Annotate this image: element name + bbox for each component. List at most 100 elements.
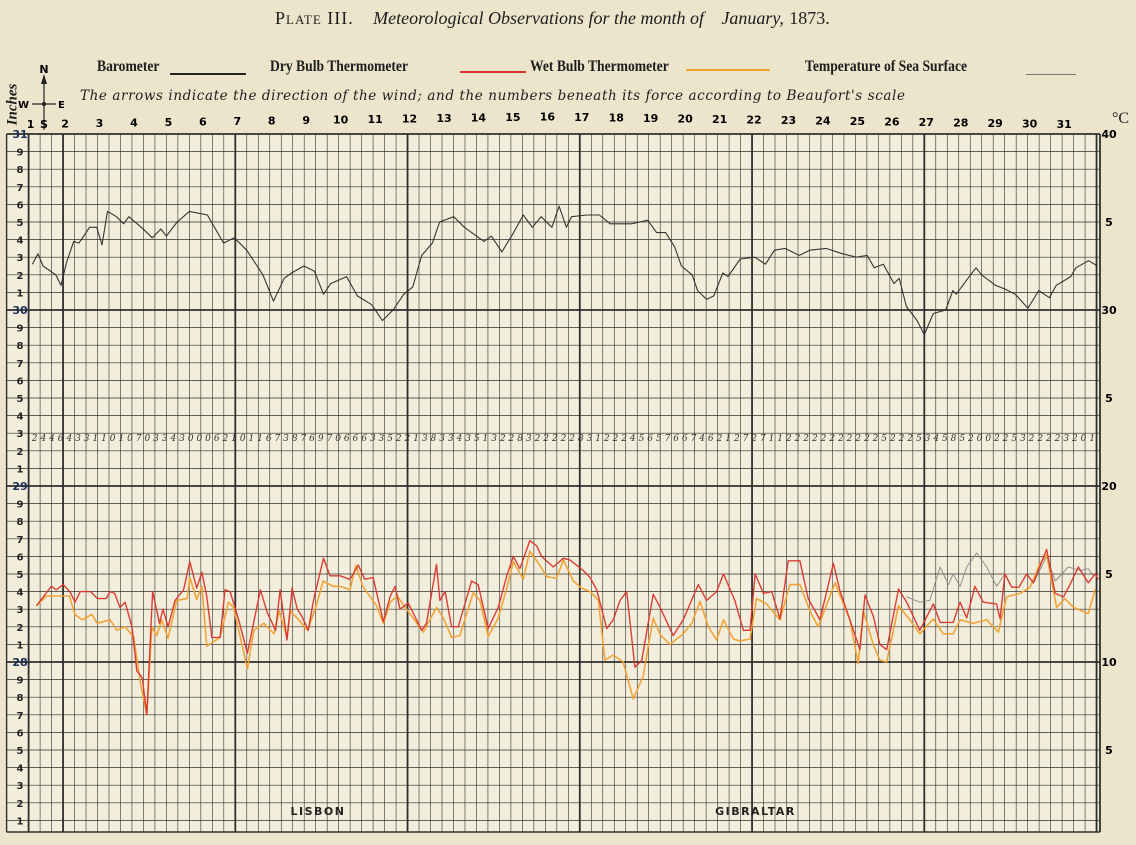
wind-force-value: 2	[993, 434, 1000, 444]
wind-force-value: 6	[58, 434, 64, 444]
right-tick-label: 30	[1101, 304, 1117, 317]
wind-force-value: 4	[629, 434, 636, 444]
wind-force-value: 2	[620, 434, 627, 444]
wind-force-value: 0	[240, 434, 246, 444]
x-tick-label: 12	[402, 113, 417, 126]
wind-force-value: 2	[733, 434, 740, 444]
wind-force-value: 9	[318, 434, 324, 444]
wind-force-value: 4	[456, 434, 463, 444]
left-tick-label: 2	[17, 799, 24, 810]
wind-force-value: 2	[1054, 434, 1061, 444]
wind-force-value: 2	[1045, 434, 1052, 444]
left-tick-label: 29	[12, 480, 27, 493]
left-tick-label: 31	[12, 128, 27, 141]
wind-force-value: 1	[769, 434, 775, 444]
grid	[5, 133, 1101, 833]
left-tick-label: 9	[17, 500, 24, 511]
wind-force-value: 1	[725, 434, 731, 444]
wind-force-value: 2	[603, 434, 610, 444]
wind-force-value: 2	[872, 434, 879, 444]
wind-force-value: 2	[785, 434, 792, 444]
wet-bulb-line	[35, 550, 1096, 716]
left-tick-label: 4	[17, 588, 24, 599]
wind-force-value: 3	[162, 434, 168, 444]
wind-force-value: 1	[249, 434, 255, 444]
wind-force-value: 6	[344, 434, 350, 444]
wind-force-value: 7	[327, 434, 333, 444]
wind-force-value: 4	[39, 434, 46, 444]
wind-note: The arrows indicate the direction of the…	[80, 88, 906, 104]
wind-force-value: 2	[508, 434, 515, 444]
right-tick-label: 5	[1105, 568, 1113, 581]
wind-force-value: 3	[925, 434, 931, 444]
right-tick-label: 5	[1105, 216, 1113, 229]
wind-force-value: 2	[221, 434, 228, 444]
wind-force-value: 5	[474, 434, 480, 444]
left-tick-label: 7	[17, 359, 24, 370]
left-tick-label: 8	[17, 693, 24, 704]
compass-n: N	[39, 63, 48, 76]
wind-force-value: 7	[275, 434, 281, 444]
x-tick-label: 22	[746, 114, 761, 127]
x-tick-label: 1	[27, 118, 35, 131]
dry-bulb-line	[35, 539, 1099, 716]
wind-force-value: 2	[1002, 434, 1009, 444]
wind-force-value: 1	[231, 434, 237, 444]
wind-force-value: 5	[942, 434, 948, 444]
wind-force-value: 2	[1071, 434, 1078, 444]
wind-force-value: 1	[1089, 434, 1095, 444]
wind-force-value: 2	[898, 434, 905, 444]
legend-dry-bulb-swatch	[460, 71, 526, 73]
wind-force-value: 2	[802, 434, 809, 444]
wind-force-value: 5	[387, 434, 393, 444]
axes: 1 2 3 4 5 6 7 8 9 10 11 12 13 14 15 16 17 18 19 20 21 22 23 24 2…	[12, 111, 1117, 828]
wind-force-value: 1	[92, 434, 98, 444]
wind-force-value: 3	[491, 434, 497, 444]
x-tick-label: 2	[61, 118, 69, 131]
right-axis-unit: °C	[1112, 110, 1130, 127]
x-tick-label: 5	[165, 116, 173, 129]
wind-force-value: 2	[811, 434, 818, 444]
wind-force-value: 1	[777, 434, 783, 444]
wind-force-value: 1	[483, 434, 489, 444]
wind-force-value: 6	[266, 434, 272, 444]
legend-wet-bulb-swatch	[686, 69, 770, 71]
wind-force-value: 2	[404, 434, 411, 444]
x-tick-label: 25	[850, 115, 865, 128]
wind-force-value: 6	[647, 434, 653, 444]
x-tick-label: 24	[815, 115, 831, 128]
legend-barometer: Barometer	[97, 58, 160, 75]
wind-force-value: 4	[169, 434, 176, 444]
wind-force-value: 3	[465, 434, 471, 444]
wind-force-value: 2	[889, 434, 896, 444]
wind-force-value: 0	[977, 434, 983, 444]
wind-force-value: 3	[153, 434, 159, 444]
wind-force-value: 2	[837, 434, 844, 444]
left-tick-label: 1	[17, 288, 24, 299]
left-tick-label: 28	[12, 656, 27, 669]
legend-barometer-swatch	[170, 73, 246, 75]
title-year: 1873.	[789, 8, 830, 28]
left-tick-label: 5	[17, 746, 24, 757]
left-tick-label: 5	[17, 394, 24, 405]
wind-force-value: 7	[136, 434, 142, 444]
left-tick-label: 4	[17, 764, 24, 775]
right-tick-label: 5	[1105, 744, 1113, 757]
wind-force-value: 2	[612, 434, 619, 444]
wind-force-value: 1	[101, 434, 107, 444]
wind-force-value: 7	[301, 434, 307, 444]
wind-force-value: 6	[353, 434, 359, 444]
wind-force-value: 5	[916, 434, 922, 444]
wind-force-value: 6	[361, 434, 367, 444]
wind-force-value: 2	[568, 434, 575, 444]
wind-force-value: 6	[708, 434, 714, 444]
wind-force-value: 3	[587, 434, 593, 444]
left-tick-label: 3	[17, 781, 24, 792]
legend-sea-surface-swatch	[1026, 74, 1076, 75]
right-tick-label: 40	[1101, 128, 1117, 141]
left-tick-label: 3	[17, 253, 24, 264]
left-tick-label: 1	[17, 816, 24, 827]
plot-background	[6, 134, 1100, 832]
location-label: LISBON	[290, 805, 345, 818]
